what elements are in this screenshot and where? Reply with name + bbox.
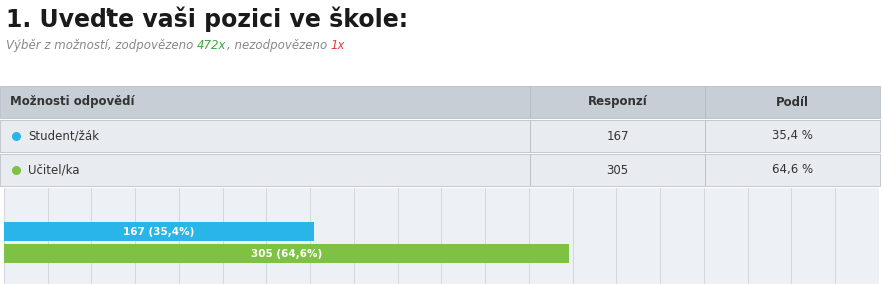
Text: 35,4 %: 35,4 % xyxy=(772,130,813,143)
Text: Učitel/ka: Učitel/ka xyxy=(28,164,79,176)
Bar xyxy=(4,222,313,241)
Text: 1. Uveďte vaši pozici ve škole:: 1. Uveďte vaši pozici ve škole: xyxy=(6,6,408,32)
Text: Responzí: Responzí xyxy=(587,95,647,108)
Bar xyxy=(0,120,530,152)
Bar xyxy=(705,120,880,152)
Bar xyxy=(705,154,880,186)
Text: 167: 167 xyxy=(607,130,629,143)
Text: 305: 305 xyxy=(607,164,629,176)
Bar xyxy=(530,120,705,152)
Text: Podíl: Podíl xyxy=(776,95,809,108)
Text: Výběr z možností, zodpovězeno: Výběr z možností, zodpovězeno xyxy=(6,39,197,52)
Text: 167 (35,4%): 167 (35,4%) xyxy=(124,227,194,237)
Bar xyxy=(705,86,880,118)
Text: 1x: 1x xyxy=(330,39,345,52)
Text: 472x: 472x xyxy=(197,39,227,52)
Bar xyxy=(0,154,530,186)
Text: Možnosti odpovědí: Možnosti odpovědí xyxy=(10,95,134,108)
Text: 64,6 %: 64,6 % xyxy=(772,164,813,176)
Bar xyxy=(4,244,570,263)
Bar xyxy=(530,86,705,118)
Text: Student/žák: Student/žák xyxy=(28,130,99,143)
Text: 305 (64,6%): 305 (64,6%) xyxy=(251,249,322,259)
Bar xyxy=(0,86,530,118)
Bar xyxy=(530,154,705,186)
Text: , nezodpovězeno: , nezodpovězeno xyxy=(227,39,330,52)
